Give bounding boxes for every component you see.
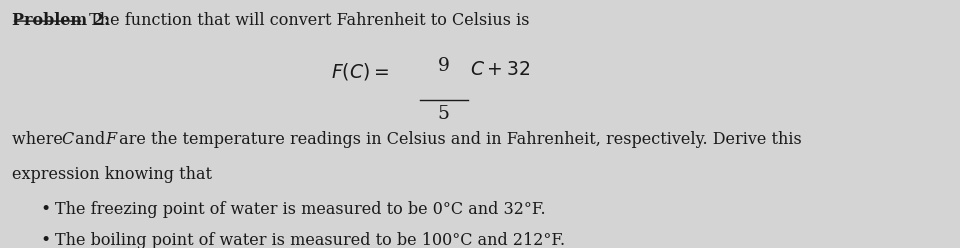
Text: •: • <box>40 232 51 248</box>
Text: The function that will convert Fahrenheit to Celsius is: The function that will convert Fahrenhei… <box>84 12 530 30</box>
Text: F: F <box>106 131 117 149</box>
Text: 5: 5 <box>438 105 449 124</box>
Text: •: • <box>40 201 51 218</box>
Text: $F(C) =$: $F(C) =$ <box>331 61 389 82</box>
Text: where: where <box>12 131 67 149</box>
Text: C: C <box>61 131 74 149</box>
Text: expression knowing that: expression knowing that <box>12 166 211 183</box>
Text: are the temperature readings in Celsius and in Fahrenheit, respectively. Derive : are the temperature readings in Celsius … <box>114 131 802 149</box>
Text: The boiling point of water is measured to be 100°C and 212°F.: The boiling point of water is measured t… <box>55 232 564 248</box>
Text: $C + 32$: $C + 32$ <box>470 61 531 79</box>
Text: Problem 2:: Problem 2: <box>12 12 109 30</box>
Text: and: and <box>70 131 110 149</box>
Text: 9: 9 <box>438 57 449 75</box>
Text: The freezing point of water is measured to be 0°C and 32°F.: The freezing point of water is measured … <box>55 201 545 218</box>
